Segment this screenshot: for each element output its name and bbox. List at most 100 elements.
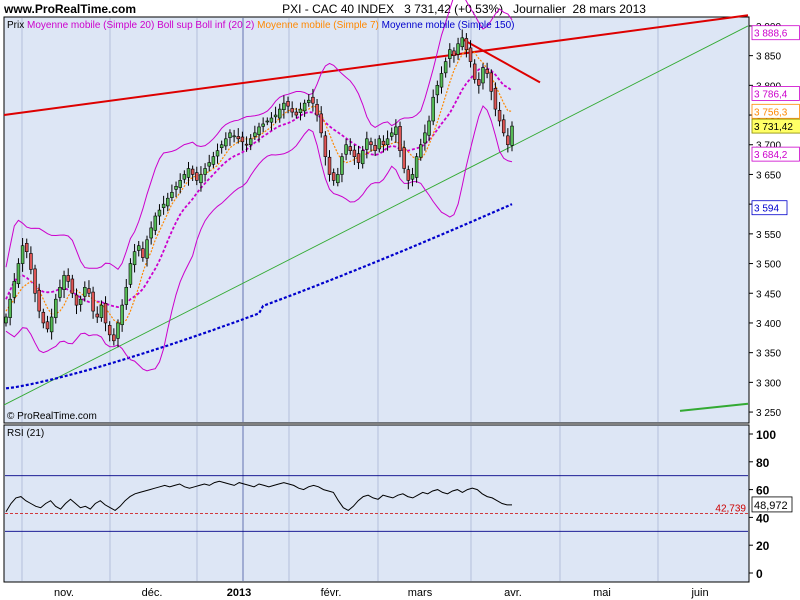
rsi-tick-label: 0 <box>756 567 763 581</box>
time-tick-label: juin <box>690 587 708 599</box>
rsi-tick-label: 40 <box>756 511 770 525</box>
candle-body <box>286 101 290 107</box>
candle-body <box>58 287 62 298</box>
time-tick-label: déc. <box>142 587 163 599</box>
rsi-current-tag <box>751 496 793 513</box>
rsi-tick-label: 60 <box>756 484 770 498</box>
value-tags: 3 888,6 3 786,4 3 756,3 3 731,42 3 684,2 3 59… <box>751 25 800 216</box>
candle-body <box>244 143 249 146</box>
candle-body <box>70 278 75 294</box>
candle-body <box>373 145 377 151</box>
candle-body <box>203 168 207 175</box>
value-tag-label: 3 684,2 <box>754 150 788 161</box>
candle-body <box>161 203 166 209</box>
time-axis: nov. déc. 2013 févr. mars avr. mai juin <box>54 587 709 599</box>
candle-body <box>257 126 261 135</box>
candle-body <box>37 289 41 312</box>
candle-body <box>157 209 162 217</box>
candle-body <box>4 316 8 324</box>
rsi-series <box>5 480 512 513</box>
candle-body <box>468 47 473 62</box>
candle-body <box>248 138 253 146</box>
legend-sma150: Moyenne mobile (Simple 150) <box>382 20 515 31</box>
candle-body <box>12 281 17 298</box>
candle-body <box>464 38 469 51</box>
candle-body <box>128 263 133 285</box>
value-tag-label: 3 731,42 <box>754 122 793 133</box>
candle-body <box>356 153 361 163</box>
candle-body <box>74 294 79 306</box>
candle-body <box>394 126 398 135</box>
candle-body <box>124 287 129 305</box>
candle-body <box>186 168 191 178</box>
candle-body <box>369 141 373 146</box>
candle-body <box>506 135 510 146</box>
candle-body <box>510 125 514 146</box>
candle-body <box>460 37 464 48</box>
price-tick-label: 3 550 <box>756 230 781 241</box>
candle-body <box>501 119 506 134</box>
candle-body <box>282 102 286 110</box>
candle-body <box>112 334 116 342</box>
candle-body <box>481 67 485 84</box>
price-tick-label: 3 500 <box>756 260 781 271</box>
rsi-line <box>5 480 512 513</box>
rsi-current-value: 48,972 <box>754 500 788 512</box>
candle-body <box>410 174 415 180</box>
value-tag-label: 3 888,6 <box>754 29 788 40</box>
boll-lower-line <box>5 105 513 372</box>
candle-body <box>273 114 278 118</box>
candle-body <box>327 156 332 175</box>
rsi-panel <box>3 424 750 583</box>
candle-body <box>323 135 328 157</box>
candle-body <box>406 169 411 181</box>
candle-body <box>45 321 50 330</box>
time-tick-label: avr. <box>504 587 522 599</box>
candle-body <box>352 149 357 157</box>
candle-body <box>132 251 137 266</box>
candle-body <box>452 50 456 56</box>
candle-body <box>319 113 323 134</box>
candle-body <box>389 132 394 137</box>
candle-body <box>427 120 431 136</box>
candle-body <box>33 268 37 294</box>
candle-body <box>149 227 153 239</box>
time-tick-label: févr. <box>321 587 342 599</box>
candle-body <box>116 322 120 339</box>
candle-body <box>456 43 460 55</box>
candle-body <box>166 197 170 207</box>
candle-body <box>385 138 390 146</box>
candle-body <box>141 248 145 258</box>
candle-body <box>174 186 178 190</box>
rsi-axis: 100 80 60 40 20 0 42,739 48,972 <box>715 428 793 581</box>
candle-body <box>377 138 382 150</box>
candle-body <box>190 168 195 175</box>
candle-body <box>170 191 174 198</box>
candle-body <box>99 304 104 318</box>
candle-body <box>8 298 12 318</box>
sma150-line <box>5 203 513 390</box>
value-tag <box>751 103 800 119</box>
candle-body <box>290 108 294 113</box>
candle-body <box>199 174 203 184</box>
candle-body <box>261 123 265 127</box>
candle-body <box>49 316 54 333</box>
candle-body <box>83 287 87 297</box>
candle-body <box>91 291 95 312</box>
candle-body <box>29 253 33 270</box>
candle-body <box>423 132 427 144</box>
candle-body <box>20 245 25 264</box>
watermark: © ProRealTime.com <box>7 411 97 422</box>
candle-body <box>331 172 336 181</box>
time-tick-label: mars <box>408 587 433 599</box>
candle-body <box>54 298 58 318</box>
trendline <box>3 25 749 406</box>
candle-body <box>489 72 494 92</box>
candle-body <box>195 172 199 181</box>
candle-body <box>348 146 352 151</box>
candle-body <box>381 140 386 146</box>
candle-body <box>153 215 158 231</box>
candle-body <box>145 239 149 259</box>
